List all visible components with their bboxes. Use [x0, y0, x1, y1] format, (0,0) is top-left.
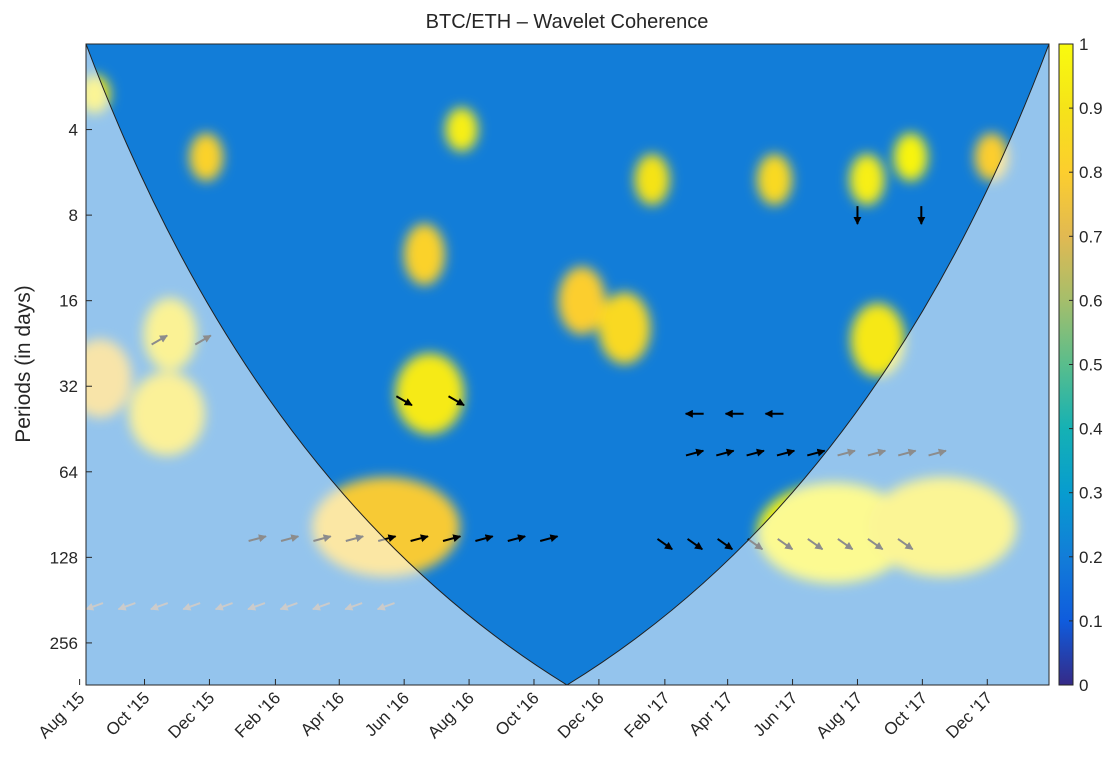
colorbar-tick-label: 0	[1079, 676, 1088, 695]
x-tick-label: Aug '17	[812, 688, 866, 742]
colorbar-tick-label: 0.8	[1079, 163, 1103, 182]
coherence-region	[445, 107, 479, 152]
phase-arrow	[410, 534, 429, 543]
colorbar-tick-label: 0.3	[1079, 484, 1103, 503]
phase-arrow	[776, 448, 796, 457]
colorbar-tick-label: 1	[1079, 35, 1088, 54]
phase-arrow	[475, 534, 494, 543]
y-tick-label: 4	[69, 121, 78, 140]
y-axis: 4 8 16 32 64 128 256	[50, 121, 92, 653]
x-tick-label: Apr '16	[297, 688, 348, 739]
coherence-region	[403, 223, 445, 286]
plot-area	[86, 44, 1049, 685]
phase-arrow	[685, 448, 705, 457]
colorbar-tick-label: 0.2	[1079, 548, 1103, 567]
colorbar-tick-label: 0.1	[1079, 612, 1103, 631]
coherence-region	[395, 353, 465, 435]
phase-arrow	[442, 534, 462, 543]
phase-arrow	[656, 538, 673, 551]
phase-arrow	[716, 448, 735, 457]
phase-arrow	[807, 448, 826, 457]
phase-arrow	[686, 538, 703, 551]
colorbar-tick-label: 0.7	[1079, 227, 1103, 246]
phase-arrow	[539, 534, 559, 543]
x-tick-label: Dec '16	[554, 688, 608, 742]
x-tick-label: Aug '16	[424, 688, 478, 742]
y-tick-label: 128	[50, 548, 78, 567]
cone-of-influence-shade	[86, 44, 1049, 685]
x-axis: Aug '15 Oct '15 Dec '15 Feb '16 Apr '16 Jun '…	[35, 679, 996, 742]
phase-arrow	[717, 538, 734, 551]
x-tick-label: Feb '16	[231, 688, 284, 741]
x-tick-label: Oct '17	[880, 688, 931, 739]
colorbar-tick-label: 0.5	[1079, 356, 1103, 375]
coherence-region	[189, 133, 224, 182]
plot-frame	[85, 43, 1050, 686]
colorbar-tick-label: 0.4	[1079, 420, 1103, 439]
y-tick-label: 32	[59, 377, 78, 396]
y-tick-label: 16	[59, 292, 78, 311]
coherence-region	[558, 266, 606, 335]
coherence-region	[849, 154, 885, 206]
cone-of-influence-line	[86, 44, 1049, 685]
phase-arrow	[507, 534, 526, 543]
coherence-region	[598, 292, 651, 365]
colorbar-ticks: 0 0.1 0.2 0.3 0.4 0.5 0.6 0.7 0.8 0.9 1	[1069, 35, 1103, 695]
phase-arrow	[395, 395, 413, 407]
x-tick-label: Dec '15	[164, 688, 218, 742]
coherence-region	[893, 133, 928, 182]
coherence-region	[634, 154, 670, 206]
x-tick-label: Oct '16	[492, 688, 543, 739]
phase-arrow	[746, 448, 765, 457]
chart-title: BTC/ETH – Wavelet Coherence	[426, 11, 709, 33]
x-tick-label: Apr '17	[685, 688, 736, 739]
y-axis-label: Periods (in days)	[12, 285, 35, 443]
coherence-region	[850, 303, 905, 377]
x-tick-label: Feb '17	[621, 688, 674, 741]
y-tick-label: 64	[59, 463, 78, 482]
x-tick-label: Jun '17	[750, 688, 802, 740]
x-tick-label: Oct '15	[102, 688, 153, 739]
x-tick-label: Dec '17	[942, 688, 996, 742]
y-tick-label: 256	[50, 634, 78, 653]
colorbar-tick-label: 0.6	[1079, 291, 1103, 310]
x-tick-label: Jun '16	[361, 688, 413, 740]
y-tick-label: 8	[69, 206, 78, 225]
colorbar-tick-label: 0.9	[1079, 99, 1103, 118]
colorbar: 0 0.1 0.2 0.3 0.4 0.5 0.6 0.7 0.8 0.9 1	[1058, 35, 1103, 695]
x-tick-label: Aug '15	[35, 688, 89, 742]
phase-arrow	[448, 395, 465, 407]
coherence-region	[756, 154, 793, 206]
